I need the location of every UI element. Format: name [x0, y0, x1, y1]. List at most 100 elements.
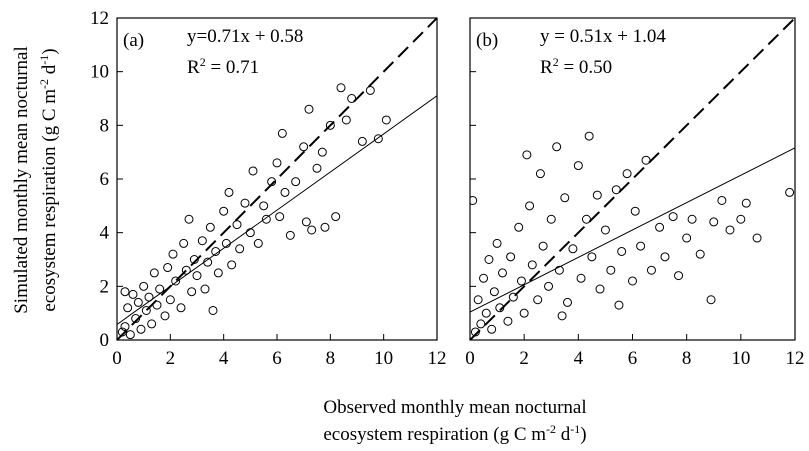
point — [641, 155, 651, 165]
x-tick-label: 6 — [272, 348, 282, 369]
point — [280, 187, 290, 197]
point — [213, 268, 223, 278]
point — [595, 284, 605, 294]
r-squared-part: R — [540, 57, 553, 78]
point — [581, 214, 591, 224]
point — [560, 193, 570, 203]
point — [168, 249, 178, 259]
point — [519, 308, 529, 318]
point — [128, 289, 138, 299]
y-tick-label: 4 — [100, 223, 110, 244]
point — [573, 161, 583, 171]
point — [133, 297, 143, 307]
point — [272, 158, 282, 168]
point — [365, 85, 375, 95]
point — [617, 246, 627, 256]
point — [527, 260, 537, 270]
y-tick-label: 8 — [100, 115, 110, 136]
x-axis-label-part: ) — [580, 424, 586, 445]
x-axis-label-part: Observed monthly mean nocturnal — [323, 397, 586, 418]
point — [224, 187, 234, 197]
point — [622, 169, 632, 179]
point — [317, 147, 327, 157]
r-squared-part: = 0.50 — [559, 57, 612, 78]
x-tick-label: 2 — [166, 348, 176, 369]
point — [357, 136, 367, 146]
point — [171, 276, 181, 286]
y-axis-label-part: d — [39, 64, 60, 79]
point — [655, 222, 665, 232]
x-tick-label: 10 — [374, 348, 393, 369]
point — [205, 222, 215, 232]
point — [261, 214, 271, 224]
point — [725, 225, 735, 235]
point — [476, 319, 486, 329]
point — [687, 214, 697, 224]
point — [381, 115, 391, 125]
x-tick-label: 8 — [682, 348, 692, 369]
point — [240, 198, 250, 208]
r-squared-part: = 0.71 — [206, 57, 259, 78]
y-axis-label-part: ) — [39, 48, 60, 54]
point — [498, 268, 507, 278]
x-tick-label: 0 — [112, 348, 122, 369]
point — [525, 201, 535, 211]
point — [538, 241, 548, 251]
point — [219, 206, 229, 216]
point — [155, 284, 165, 294]
point — [736, 214, 746, 224]
point — [341, 115, 351, 125]
point — [484, 255, 494, 264]
x-axis-label-part: d — [556, 424, 571, 445]
point — [487, 324, 497, 334]
point — [479, 273, 489, 283]
point — [227, 260, 237, 270]
point — [752, 233, 762, 243]
x-tick-label: 10 — [731, 348, 750, 369]
x-tick-label: 12 — [428, 348, 447, 369]
equation: y=0.71x + 0.58 — [187, 26, 303, 47]
point — [492, 238, 502, 248]
y-axis-label-sup: -1 — [37, 55, 51, 65]
y-axis-label: ecosystem respiration (g C m-2 d-1) — [37, 48, 60, 311]
x-axis-label-part: ecosystem respiration (g C m — [323, 424, 546, 445]
point — [628, 276, 637, 286]
point — [508, 292, 518, 302]
r-squared-sup: 2 — [200, 55, 206, 69]
point — [320, 222, 330, 232]
y-axis-label-sup: -2 — [37, 79, 51, 89]
point — [506, 252, 516, 262]
y-tick-label: 10 — [90, 62, 109, 83]
point — [245, 228, 255, 238]
point — [232, 220, 242, 230]
point — [557, 311, 567, 321]
point — [275, 212, 285, 222]
point — [187, 287, 197, 297]
x-tick-label: 8 — [326, 348, 336, 369]
point — [785, 187, 795, 197]
panel-label: (a) — [123, 30, 144, 51]
point — [489, 287, 499, 297]
point — [259, 201, 269, 211]
point — [125, 330, 135, 340]
point — [717, 195, 727, 205]
point — [253, 238, 263, 248]
point — [299, 142, 309, 152]
point — [301, 217, 311, 227]
point — [706, 295, 716, 305]
point — [147, 319, 157, 329]
point — [141, 305, 151, 315]
point — [336, 83, 346, 93]
point — [682, 233, 692, 243]
one-to-one-line — [470, 18, 795, 340]
plot-area — [470, 18, 795, 340]
r-squared: R2 = 0.50 — [540, 55, 612, 78]
x-axis-label-sup: -2 — [546, 422, 556, 436]
equation: y = 0.51x + 1.04 — [540, 26, 666, 47]
point — [325, 120, 335, 130]
x-axis-label: ecosystem respiration (g C m-2 d-1) — [323, 422, 586, 445]
point — [546, 214, 556, 224]
point — [636, 241, 646, 251]
point — [181, 265, 191, 275]
